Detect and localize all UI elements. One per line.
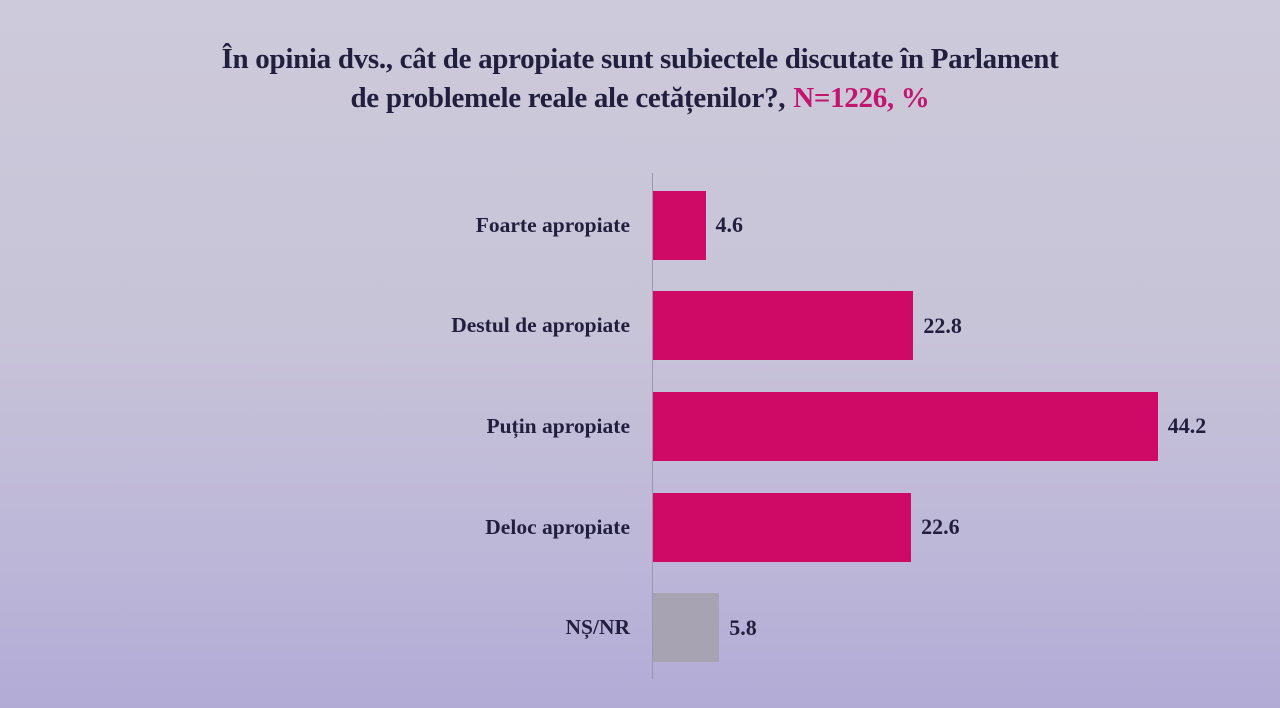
bar-area: 4.6 [630,190,1280,260]
category-label: NȘ/NR [565,615,630,640]
y-axis-line [652,173,653,679]
bar-area: 22.8 [630,291,1280,361]
category-label: Foarte apropiate [475,212,630,237]
category-label: Destul de apropiate [451,313,630,338]
value-label: 44.2 [1167,413,1207,439]
chart-title-line2-text: de problemele reale ale cetățenilor?, [350,82,786,114]
value-label: 22.6 [921,514,960,540]
chart-title-line2: de problemele reale ale cetățenilor?, N=1… [0,79,1280,118]
bar-area: 5.8 [630,593,1280,663]
bar [653,190,706,260]
bar [653,391,1158,461]
value-label: 5.8 [729,614,757,640]
bar-area: 44.2 [630,391,1280,461]
bar-chart: Foarte apropiate 4.6 Destul de apropiate 22… [0,173,1280,679]
chart-row: Foarte apropiate 4.6 [0,175,1280,276]
sample-size-accent: N=1226, % [793,82,930,114]
value-label: 22.8 [923,312,962,338]
chart-row: Destul de apropiate 22.8 [0,276,1280,377]
chart-title-line1: În opinia dvs., cât de apropiate sunt su… [221,43,1059,75]
category-label: Deloc apropiate [485,514,630,539]
bar [653,291,914,361]
chart-row: Puțin apropiate 44.2 [0,376,1280,477]
value-label: 4.6 [715,212,744,238]
category-label: Puțin apropiate [486,413,630,438]
chart-title: În opinia dvs., cât de apropiate sunt su… [0,40,1280,118]
chart-row: NȘ/NR 5.8 [0,577,1280,678]
bar [653,492,912,562]
chart-rows: Foarte apropiate 4.6 Destul de apropiate 22… [0,175,1280,678]
chart-row: Deloc apropiate 22.6 [0,477,1280,578]
bar-area: 22.6 [630,492,1280,562]
bar [653,593,720,663]
